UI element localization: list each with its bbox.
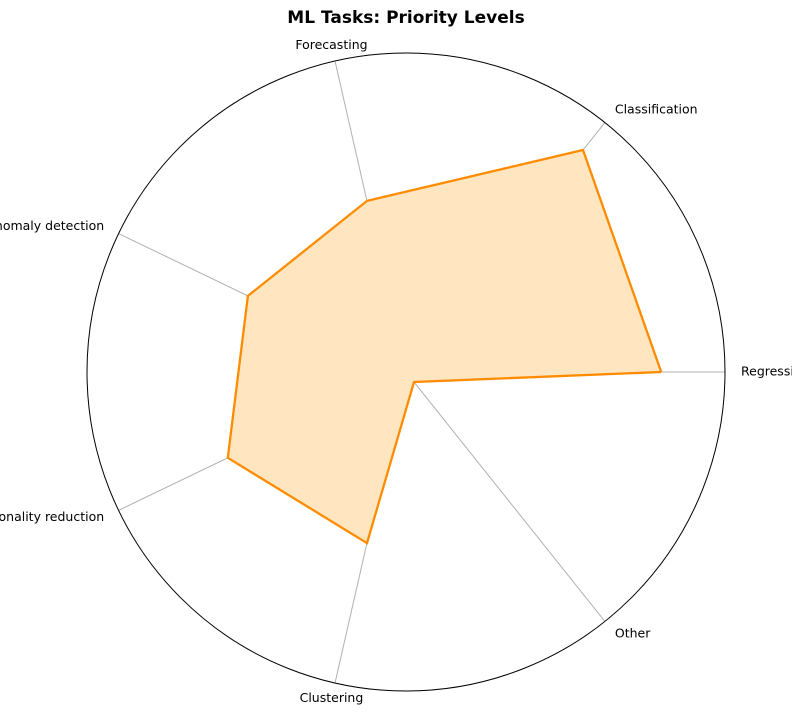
category-label-clustering: Clustering [300,690,364,705]
category-label-classification: Classification [615,102,698,117]
series-area [227,150,662,544]
category-label-other: Other [615,625,651,640]
category-label-regression: Regression [741,364,792,379]
category-label-forecasting: Forecasting [295,37,367,52]
chart-title: ML Tasks: Priority Levels [287,8,525,28]
category-label-dimensionality-reduction: Dimensionality reduction [0,509,104,524]
category-label-outlier-anomaly-detection: Outlier/anomaly detection [0,218,104,233]
series-line [226,148,663,545]
radar-outer-circle [86,52,726,692]
category-labels: Regression Classification Forecasting Outli… [0,37,792,705]
spoke-other [405,371,606,622]
